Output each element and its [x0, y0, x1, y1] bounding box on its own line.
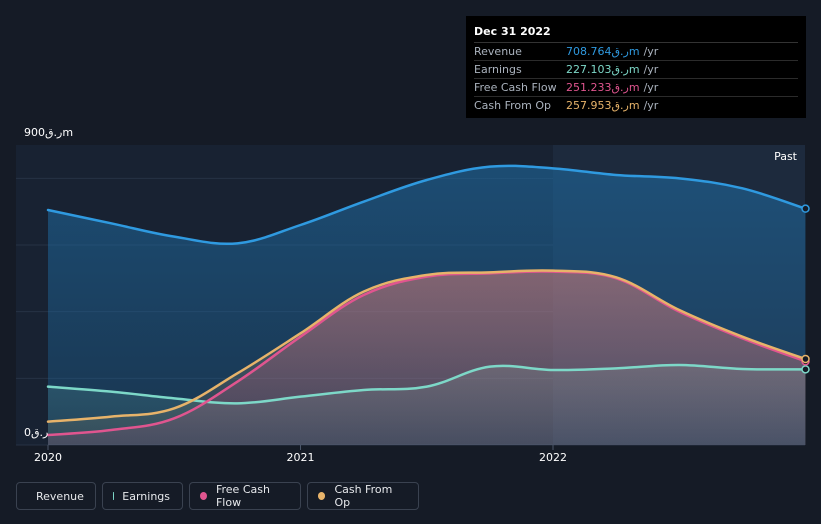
tooltip-row-revenue: Revenue 708.764ر.قm/yr	[474, 43, 798, 61]
unit: /yr	[643, 81, 659, 94]
cash-from-op-line	[46, 269, 807, 423]
legend: Revenue Earnings Free Cash Flow Cash Fro…	[16, 482, 419, 512]
tooltip-label: Free Cash Flow	[474, 81, 557, 94]
tooltip-value: 227.103ر.قm/yr	[566, 61, 658, 78]
unit: /yr	[643, 99, 659, 112]
revenue-line	[46, 164, 807, 246]
unit: /yr	[643, 45, 659, 58]
tooltip-value: 251.233ر.قm/yr	[566, 79, 658, 96]
tooltip-row-earnings: Earnings 227.103ر.قm/yr	[474, 61, 798, 79]
tooltip-label: Revenue	[474, 45, 522, 58]
earnings-value: 227.103ر.قm	[566, 63, 640, 76]
legend-dot-icon	[200, 492, 207, 500]
legend-label: Cash From Op	[334, 483, 393, 509]
legend-item-revenue[interactable]: Revenue	[16, 482, 96, 510]
tooltip-row-cfo: Cash From Op 257.953ر.قm/yr	[474, 97, 798, 114]
revenue-endpoint	[801, 204, 810, 213]
earnings-endpoint	[801, 365, 810, 374]
legend-item-cash-from-op[interactable]: Cash From Op	[307, 482, 419, 510]
x-tick-label: 2022	[539, 451, 567, 464]
tooltip-label: Cash From Op	[474, 99, 552, 112]
y-axis-zero-label: 0ر.ق	[24, 426, 48, 439]
cfo-value: 257.953ر.قm	[566, 99, 640, 112]
legend-label: Revenue	[36, 489, 84, 503]
legend-label: Earnings	[122, 489, 170, 503]
cash-from-op-area	[48, 270, 806, 445]
legend-item-earnings[interactable]: Earnings	[102, 482, 183, 510]
x-tick-label: 2020	[34, 451, 62, 464]
fcf-value: 251.233ر.قm	[566, 81, 640, 94]
x-tick-label: 2021	[287, 451, 315, 464]
tooltip-label: Earnings	[474, 63, 522, 76]
past-label: Past	[774, 150, 798, 163]
legend-item-free-cash-flow[interactable]: Free Cash Flow	[189, 482, 301, 510]
unit: /yr	[643, 63, 659, 76]
tooltip: Dec 31 2022 Revenue 708.764ر.قm/yr Earni…	[466, 16, 806, 118]
y-axis-top-label: 900ر.قm	[24, 126, 73, 139]
free-cash-flow-line	[46, 270, 807, 437]
legend-dot-icon	[318, 492, 326, 500]
legend-label: Free Cash Flow	[215, 483, 270, 509]
revenue-value: 708.764ر.قm	[566, 45, 640, 58]
tooltip-date: Dec 31 2022	[474, 24, 798, 43]
earnings-line	[46, 363, 807, 405]
cash-from-op-endpoint	[801, 354, 810, 364]
chart: 2020 2021 2022 900ر.قm 0ر.ق Past	[16, 126, 810, 464]
tooltip-value: 708.764ر.قm/yr	[566, 43, 658, 60]
tooltip-value: 257.953ر.قm/yr	[566, 97, 658, 114]
tooltip-row-fcf: Free Cash Flow 251.233ر.قm/yr	[474, 79, 798, 97]
